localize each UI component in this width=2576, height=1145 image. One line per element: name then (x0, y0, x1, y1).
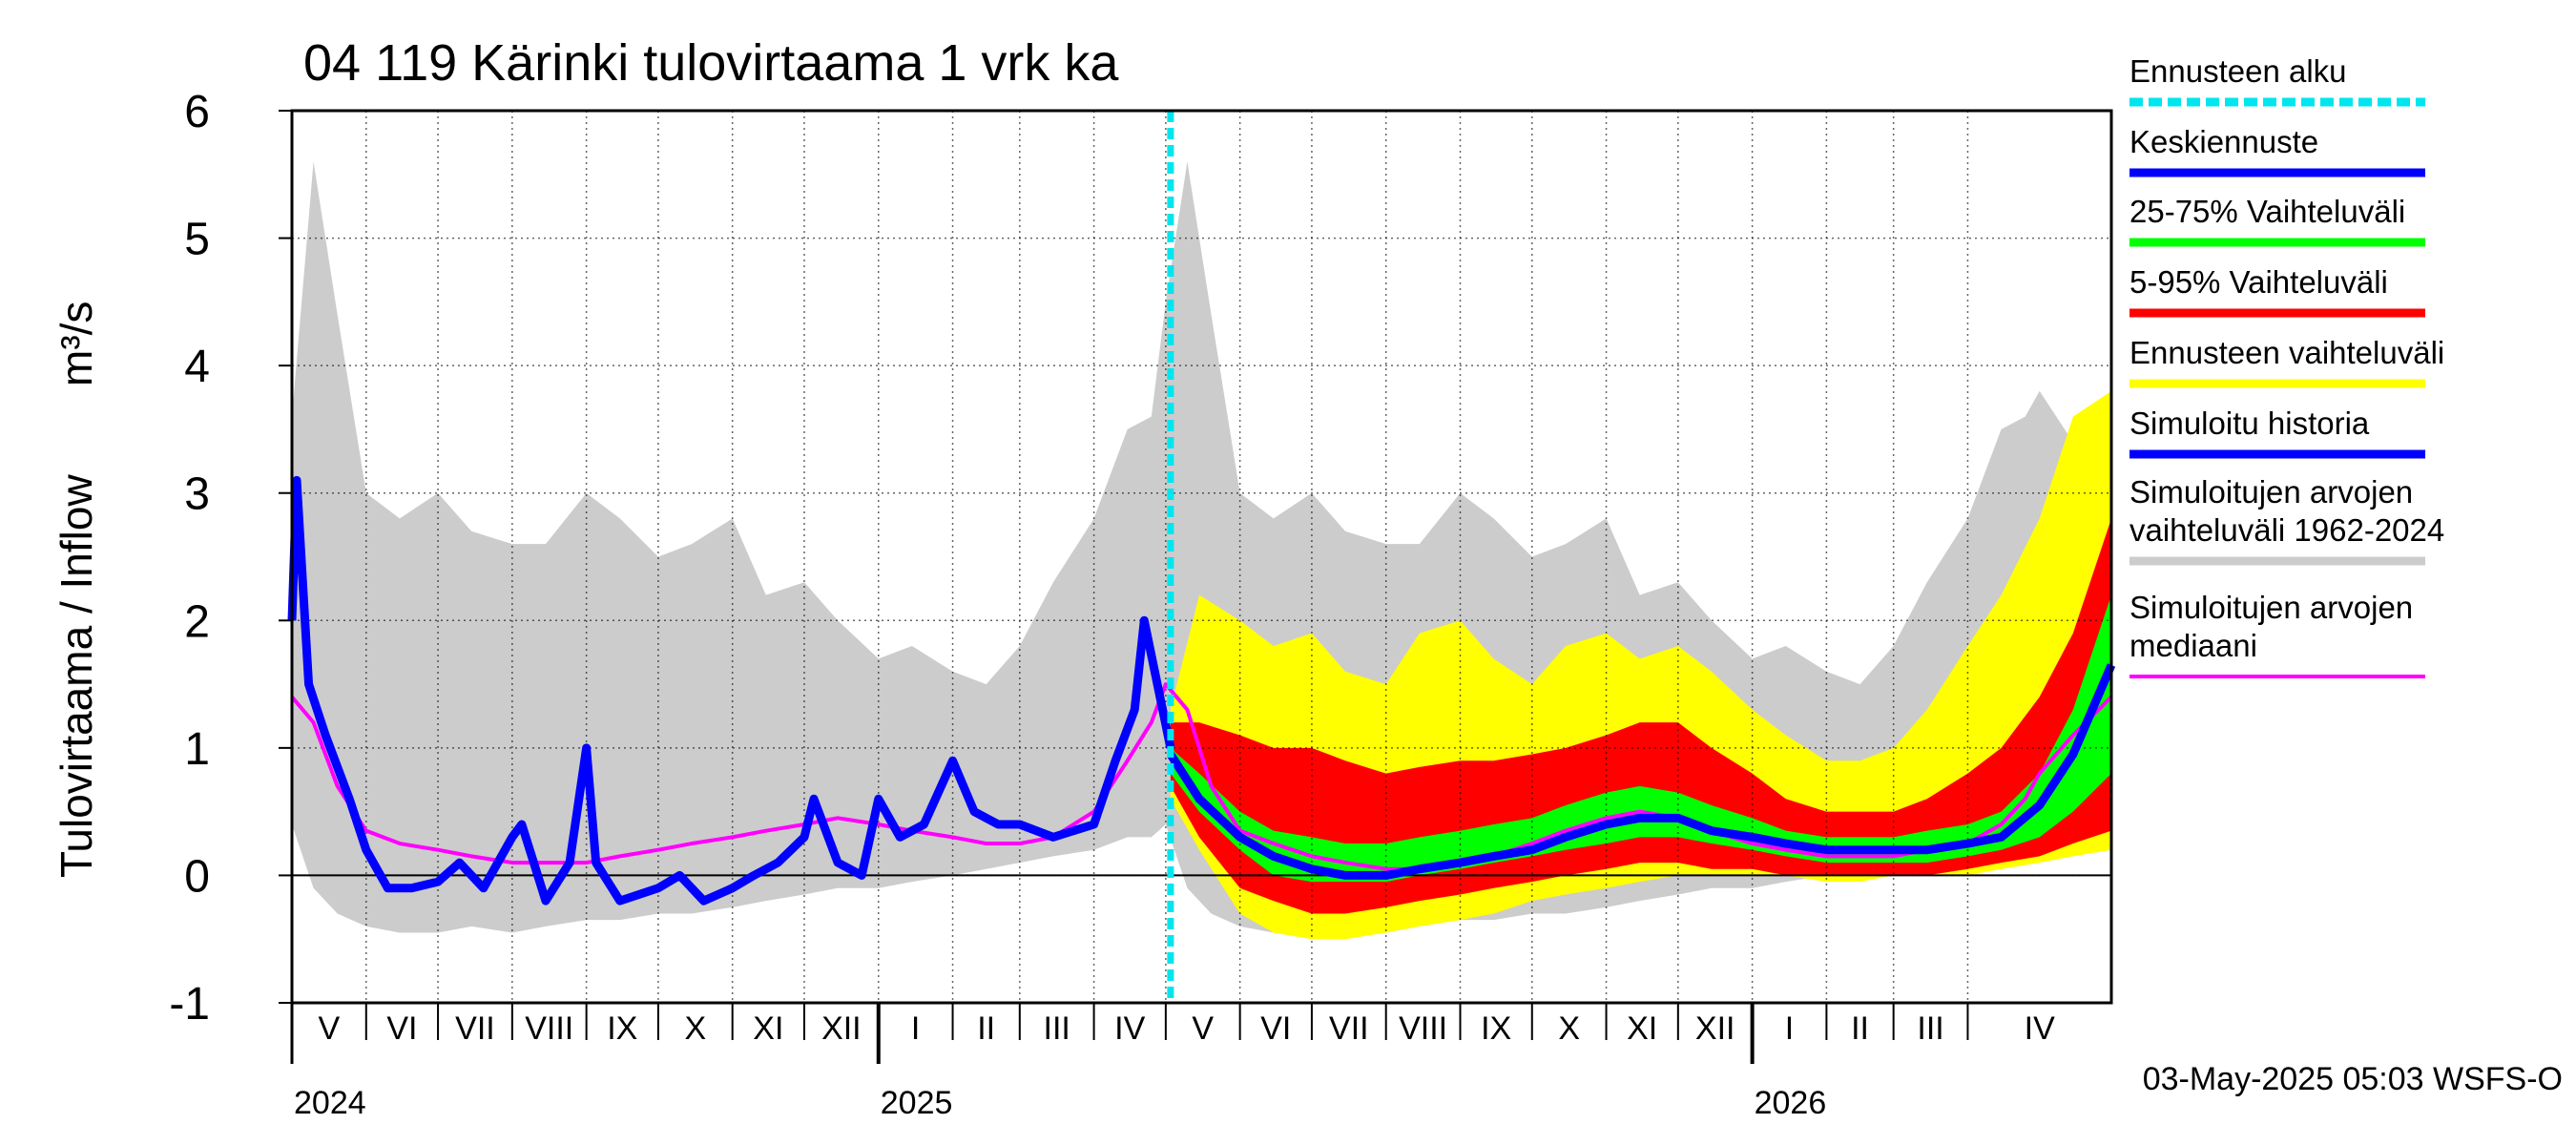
legend-label: Ennusteen vaihteluväli (2129, 335, 2444, 370)
month-label: VI (386, 1010, 417, 1047)
y-axis-unit: m³/s (52, 302, 101, 386)
month-label: X (684, 1010, 706, 1047)
plot-lines (287, 111, 2116, 1003)
band-5-95-vaihteluvali (1170, 518, 2111, 914)
line-keskiennuste (1167, 663, 2116, 880)
y-tick-label: 6 (184, 87, 210, 137)
y-tick-label: 0 (184, 851, 210, 902)
y-axis-label: Tulovirtaama / Inflow (52, 474, 101, 878)
legend-label: vaihteluväli 1962-2024 (2129, 512, 2444, 548)
legend-label: Keskiennuste (2129, 124, 2318, 159)
legend-label: Simuloitujen arvojen (2129, 590, 2413, 625)
plot-grid (292, 111, 2111, 1003)
month-label: II (977, 1010, 995, 1047)
legend-label: Ennusteen alku (2129, 53, 2347, 89)
month-label: VI (1260, 1010, 1291, 1047)
year-label: 2026 (1755, 1085, 1827, 1121)
legend-label: mediaani (2129, 628, 2257, 663)
y-tick-label: 5 (184, 215, 210, 265)
y-tick-label: -1 (169, 979, 210, 1030)
legend-label: Simuloitu historia (2129, 406, 2370, 441)
month-label: XII (1695, 1010, 1735, 1047)
month-label: VII (1329, 1010, 1369, 1047)
month-label: X (1558, 1010, 1580, 1047)
month-label: IV (1114, 1010, 1145, 1047)
y-tick-label: 4 (184, 342, 210, 392)
month-label: XII (821, 1010, 862, 1047)
line-simuloitujen-arvojen-mediaani (290, 682, 2113, 871)
month-label: VIII (1399, 1010, 1447, 1047)
year-label: 2024 (294, 1085, 366, 1121)
year-label: 2025 (881, 1085, 953, 1121)
month-label: XI (1627, 1010, 1657, 1047)
legend-label: 5-95% Vaihteluväli (2129, 264, 2388, 300)
month-label: IV (2025, 1010, 2055, 1047)
month-label: I (1785, 1010, 1794, 1047)
line-simuloitu-historia (287, 475, 1175, 906)
chart-title: 04 119 Kärinki tulovirtaama 1 vrk ka (303, 34, 1119, 92)
month-label: II (1851, 1010, 1869, 1047)
month-label: XI (753, 1010, 783, 1047)
month-label: IX (1481, 1010, 1511, 1047)
month-label: I (911, 1010, 920, 1047)
month-label: VII (455, 1010, 495, 1047)
month-label: IX (607, 1010, 637, 1047)
legend: Ennusteen alku Keskiennuste 25-75% Vaihtel… (2129, 53, 2444, 678)
month-label: III (1917, 1010, 1943, 1047)
legend-label: 25-75% Vaihteluväli (2129, 194, 2405, 229)
y-tick-label: 3 (184, 469, 210, 520)
legend-label: Simuloitujen arvojen (2129, 474, 2413, 510)
month-label: V (1192, 1010, 1214, 1047)
y-tick-label: 2 (184, 596, 210, 647)
footer-timestamp: 03-May-2025 05:03 WSFS-O (2143, 1061, 2563, 1097)
plot-axes: V VI VII VIII IX X XI XII I II III IV V VI VII VIII IX X X… (169, 87, 2113, 1121)
month-label: V (319, 1010, 341, 1047)
plot-frame (290, 109, 2113, 1005)
month-label: III (1044, 1010, 1070, 1047)
y-tick-label: 1 (184, 724, 210, 775)
month-label: VIII (525, 1010, 573, 1047)
